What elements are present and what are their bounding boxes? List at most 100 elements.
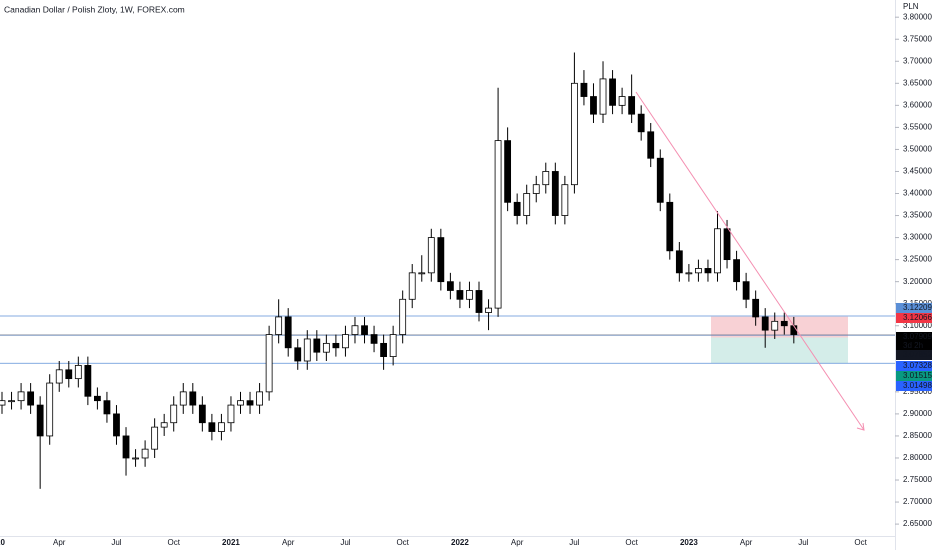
candle-body [84,365,92,397]
candle-body [65,369,73,380]
y-tick-label: 3.60000 [903,100,932,109]
price-marker-label: 3.12066 [903,313,932,322]
target-zone [711,337,848,364]
candle-body [551,171,559,216]
candle-body [132,457,139,460]
candle-body [151,426,159,450]
candle-body [332,342,340,349]
x-tick-label: Oct [167,538,180,547]
y-tick-label: 2.80000 [903,453,932,462]
countdown-label: 3d 2h [903,341,923,350]
candle-body [380,342,388,357]
candle-body [361,325,368,335]
candle-body [771,320,779,331]
candle-body [427,237,435,274]
candle-body [160,422,168,428]
y-tick-label: 2.95000 [903,387,932,396]
y-tick-label: 3.70000 [903,56,932,65]
y-axis-label: PLN [903,2,919,11]
candle-body [504,140,512,203]
candle-body [723,228,731,261]
candle-body [198,404,206,424]
candle-body [113,413,120,437]
candle-body [780,320,788,327]
candle-body [532,184,540,194]
candle-body [189,391,197,406]
candle-body [628,96,636,115]
candle-body [74,365,82,380]
candle-body [714,228,721,274]
candle-body [122,435,130,459]
price-marker-label: 3.01498 [903,381,932,390]
candle-body [294,347,302,362]
candle-body [580,82,588,97]
candle-body [265,334,273,393]
candle-body [513,201,521,216]
x-tick-label: Apr [53,538,66,547]
candle-body [494,140,502,309]
candle-body [752,298,760,318]
candle-body [446,281,454,291]
x-tick-label: Jul [111,538,121,547]
price-marker-label: 3.07909 [903,332,932,341]
x-tick-label: Apr [511,538,524,547]
price-marker-bg [896,381,932,391]
price-marker-bg [896,361,932,371]
price-marker-label: 3.07328 [903,361,932,370]
candle-body [389,334,397,357]
candle-body [761,316,769,331]
candle-body [17,391,25,402]
x-tick-label: Oct [625,538,638,547]
x-tick-label: Jul [798,538,808,547]
candle-body [590,96,597,115]
candle-body [485,307,492,313]
trend-line [635,91,865,431]
candle-body [8,400,15,403]
candle-body [637,113,645,133]
candle-body [523,193,531,216]
price-marker-label: 3.01515 [903,371,932,380]
candle-body [370,334,378,344]
candle-body [256,391,263,406]
candle-body [399,298,407,335]
y-tick-label: 2.65000 [903,519,932,528]
x-tick-label: 2023 [680,538,698,547]
trend-arrow [856,422,865,431]
candle-body [704,268,712,274]
candle-body [408,272,416,300]
candle-body [246,400,254,406]
candle-body [418,272,426,275]
candle-body [685,272,693,275]
candle-body [227,404,235,424]
y-tick-label: 3.30000 [903,233,932,242]
candle-body [571,82,578,186]
y-tick-label: 3.80000 [903,12,932,21]
candle-body [561,184,569,216]
candle-body [609,78,616,106]
price-marker-label: 3.07852 [903,350,932,359]
y-tick-label: 3.75000 [903,34,932,43]
candle-body [141,448,149,459]
candle-body [0,400,6,406]
y-tick-label: 3.20000 [903,277,932,286]
x-tick-label: 2021 [222,538,240,547]
candle-body [742,281,750,300]
candle-body [656,157,664,203]
candle-body [36,404,44,437]
price-marker-bg [896,332,932,342]
x-tick-label: 2020 [0,538,5,547]
candle-body [55,369,63,384]
candle-body [695,268,702,274]
candle-body [27,391,35,406]
x-tick-label: 2022 [451,538,469,547]
candle-body [466,290,473,300]
y-tick-label: 2.85000 [903,431,932,440]
y-tick-label: 3.50000 [903,145,932,154]
y-tick-label: 2.70000 [903,497,932,506]
candle-body [647,131,655,159]
candle-body [94,395,101,402]
y-tick-label: 3.35000 [903,211,932,220]
x-tick-label: Apr [282,538,295,547]
